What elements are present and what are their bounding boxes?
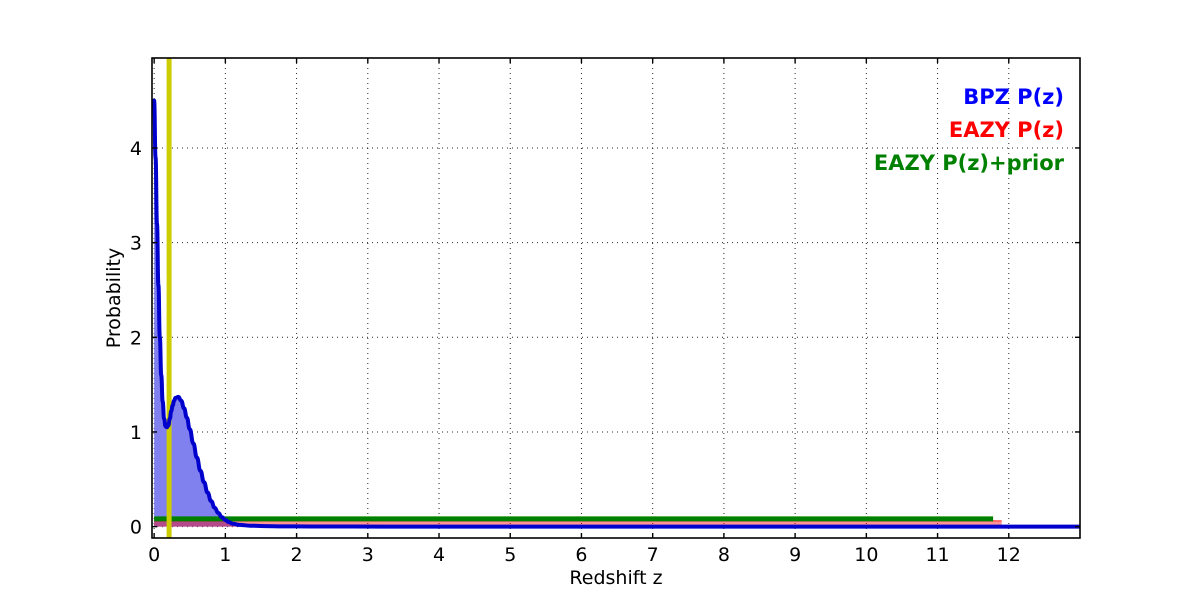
axes-frame bbox=[151, 57, 1081, 539]
x-axis-ticks bbox=[153, 58, 1010, 538]
x-axis-title: Redshift z bbox=[569, 567, 662, 589]
x-tick-label: 0 bbox=[148, 544, 160, 566]
legend-item-eazy[interactable]: EAZY P(z) bbox=[949, 118, 1064, 142]
x-tick-label: 1 bbox=[219, 544, 231, 566]
x-tick-label: 12 bbox=[997, 544, 1021, 566]
x-tick-label: 11 bbox=[925, 544, 949, 566]
x-tick-label: 6 bbox=[575, 544, 587, 566]
plot-background bbox=[152, 58, 1080, 538]
y-tick-label: 3 bbox=[130, 233, 142, 255]
y-axis-tick-labels: 0 1 2 3 4 bbox=[130, 138, 142, 539]
x-gridlines bbox=[153, 58, 1010, 538]
y-tick-label: 2 bbox=[130, 327, 142, 349]
y-axis-title: Probability bbox=[103, 248, 125, 348]
y-tick-label: 1 bbox=[130, 422, 142, 444]
legend: BPZ P(z) EAZY P(z) EAZY P(z)+prior bbox=[874, 85, 1065, 175]
x-tick-label: 4 bbox=[433, 544, 445, 566]
x-tick-label: 10 bbox=[854, 544, 878, 566]
y-axis-ticks bbox=[152, 147, 1080, 528]
y-tick-label: 0 bbox=[130, 517, 142, 539]
x-tick-label: 2 bbox=[291, 544, 303, 566]
x-tick-label: 8 bbox=[718, 544, 730, 566]
x-tick-label: 3 bbox=[362, 544, 374, 566]
x-tick-label: 5 bbox=[504, 544, 516, 566]
series-bpz-pz-outline bbox=[152, 98, 1080, 529]
x-tick-label: 9 bbox=[789, 544, 801, 566]
y-tick-label: 4 bbox=[130, 138, 142, 160]
legend-item-bpz[interactable]: BPZ P(z) bbox=[963, 85, 1064, 109]
x-tick-label: 7 bbox=[647, 544, 659, 566]
legend-item-eazy-prior[interactable]: EAZY P(z)+prior bbox=[874, 151, 1065, 175]
x-axis-tick-labels: 0 1 2 3 4 5 6 7 8 9 10 11 12 bbox=[148, 544, 1021, 566]
